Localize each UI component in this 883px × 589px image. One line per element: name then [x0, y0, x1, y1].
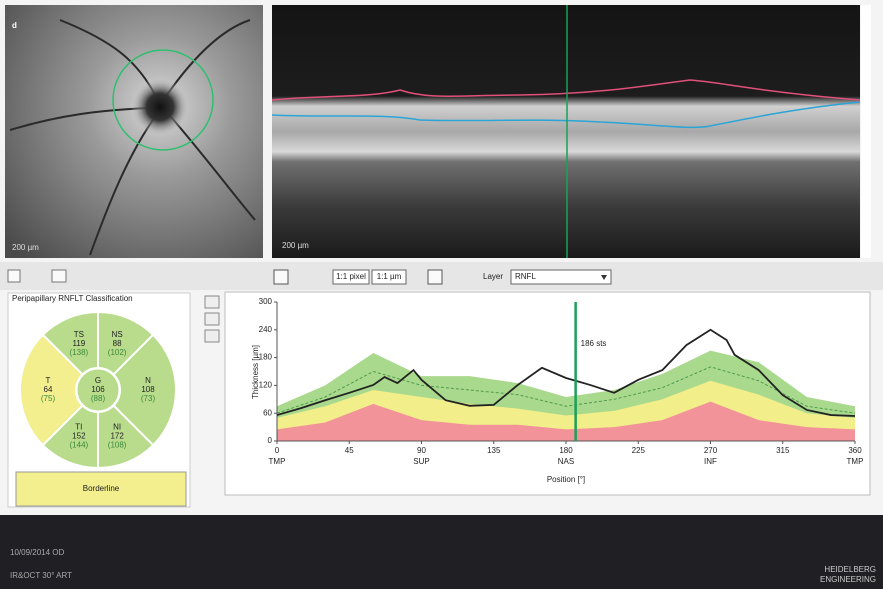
sector-value: 108 [141, 385, 155, 394]
sector-normal: (75) [41, 394, 56, 403]
sector-value: 119 [72, 339, 85, 348]
y-tick-label: 120 [259, 381, 273, 390]
bscan-image: 200 µm [272, 5, 871, 258]
y-tick-label: 180 [259, 353, 273, 362]
x-tick-label: 45 [345, 446, 354, 455]
x-tick-label: 90 [417, 446, 426, 455]
brand-sub: ENGINEERING [820, 575, 876, 584]
zoom-um: 1:1 µm [377, 272, 402, 281]
icon-button[interactable] [52, 270, 66, 282]
screen: d 200 µm 200 µm 1:1 pixel 1:1 µm Layer R… [0, 0, 883, 589]
sector-name: TI [75, 422, 82, 431]
icon-button[interactable] [8, 270, 20, 282]
sector-normal: (144) [70, 440, 89, 449]
icon-button[interactable] [428, 270, 442, 284]
x-tick-label: 180 [559, 446, 573, 455]
modality: IR&OCT 30° ART [10, 571, 72, 580]
sector-value: 64 [44, 385, 53, 394]
x-tick-label: 315 [776, 446, 790, 455]
y-tick-label: 60 [263, 408, 272, 417]
zoom-pixel: 1:1 pixel [336, 272, 366, 281]
sector-value: 152 [72, 431, 86, 440]
global-name: G [95, 376, 101, 385]
sector-name: TS [74, 330, 84, 339]
panel-label: d [12, 21, 17, 30]
optic-disc [130, 77, 190, 137]
region-label: SUP [413, 457, 429, 466]
x-tick-label: 0 [275, 446, 280, 455]
icon-button[interactable] [205, 296, 219, 308]
global-normal: (88) [91, 394, 106, 403]
sector-value: 88 [113, 339, 122, 348]
region-label: TMP [847, 457, 864, 466]
classification-panel: Peripapillary RNFLT Classification Borde… [8, 293, 190, 507]
fundus-bg [5, 5, 263, 258]
layer-value: RNFL [515, 272, 536, 281]
bscan-ruler [861, 5, 871, 258]
sector-normal: (102) [108, 348, 127, 357]
brand: HEIDELBERG [824, 565, 876, 574]
sector-name: N [145, 376, 151, 385]
icon-button[interactable] [205, 313, 219, 325]
y-tick-label: 0 [268, 436, 273, 445]
region-label: NAS [558, 457, 574, 466]
x-tick-label: 225 [632, 446, 646, 455]
scale-bar: 200 µm [12, 243, 39, 252]
global-value: 106 [91, 385, 105, 394]
icon-button[interactable] [205, 330, 219, 342]
classification-title: Peripapillary RNFLT Classification [12, 294, 133, 303]
exam-date: 10/09/2014 OD [10, 548, 64, 557]
layer-label: Layer [483, 272, 503, 281]
footer: 10/09/2014 OD IR&OCT 30° ART HEIDELBERG … [0, 515, 883, 589]
toolbar: 1:1 pixel 1:1 µm Layer RNFL [0, 262, 883, 290]
x-axis-title: Position [°] [547, 475, 585, 484]
region-label: INF [704, 457, 717, 466]
marker-label: 186 sts [581, 339, 607, 348]
sector-normal: (138) [70, 348, 89, 357]
sector-normal: (73) [141, 394, 156, 403]
region-label: TMP [269, 457, 286, 466]
sector-value: 172 [110, 431, 124, 440]
sector-name: T [46, 376, 51, 385]
x-tick-label: 135 [487, 446, 501, 455]
bscan-bg [272, 5, 860, 258]
scale-bar: 200 µm [282, 241, 309, 250]
footer-bg [0, 515, 883, 589]
x-tick-label: 270 [704, 446, 718, 455]
hand-button[interactable] [274, 270, 288, 284]
classification-result: Borderline [83, 484, 120, 493]
x-tick-label: 360 [848, 446, 862, 455]
sector-name: NS [112, 330, 123, 339]
sector-normal: (108) [108, 440, 127, 449]
y-tick-label: 240 [259, 325, 273, 334]
sector-name: NI [113, 422, 121, 431]
y-tick-label: 300 [259, 297, 273, 306]
fundus-image: d 200 µm [5, 5, 263, 258]
